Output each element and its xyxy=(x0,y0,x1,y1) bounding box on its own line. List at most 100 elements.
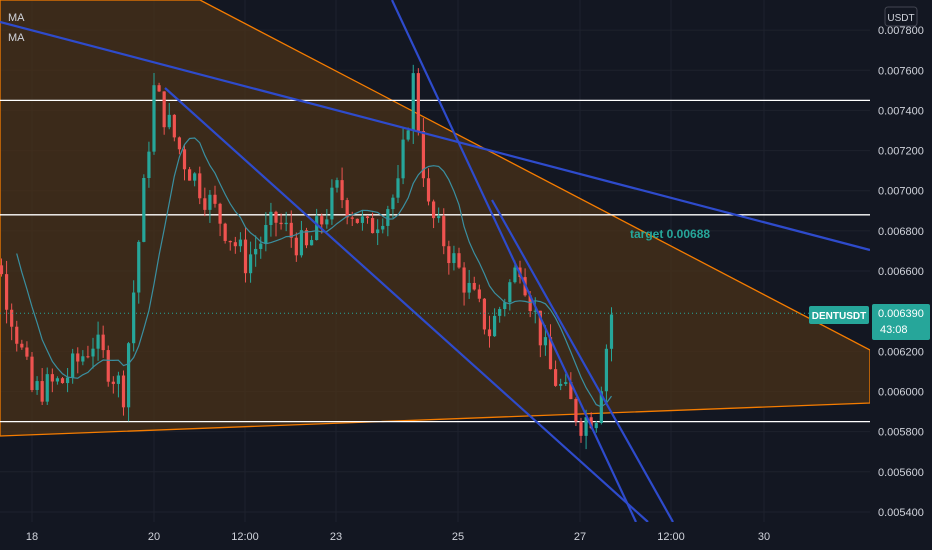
candle-body xyxy=(20,343,24,348)
candle-body xyxy=(447,246,451,264)
candle-body xyxy=(569,382,573,400)
price-axis xyxy=(870,0,932,550)
candle-body xyxy=(35,381,39,390)
candle-body xyxy=(177,137,182,150)
candle-body xyxy=(279,222,283,225)
candle-body xyxy=(416,73,420,131)
candle-body xyxy=(487,329,492,337)
x-tick-label: 23 xyxy=(330,531,342,543)
candle-body xyxy=(269,211,273,226)
candle-body xyxy=(498,309,502,316)
candle-body xyxy=(559,383,563,386)
candle-body xyxy=(594,423,598,429)
candle-body xyxy=(259,243,263,249)
y-tick-label: 0.006200 xyxy=(878,346,924,358)
candle-body xyxy=(76,353,80,362)
trendline xyxy=(164,87,649,523)
y-tick-label: 0.006800 xyxy=(878,226,924,238)
candle-body xyxy=(203,198,207,210)
candle-body xyxy=(330,187,334,220)
candle-body xyxy=(503,302,507,310)
candle-body xyxy=(345,200,349,218)
currency-box[interactable] xyxy=(884,6,918,27)
y-tick-label: 0.007200 xyxy=(878,146,924,158)
candle-body xyxy=(238,239,243,247)
candle-body xyxy=(167,114,171,128)
x-tick-label: 20 xyxy=(148,531,160,543)
candle-body xyxy=(40,381,44,402)
x-tick-label: 25 xyxy=(452,531,464,543)
candle-body xyxy=(533,310,537,312)
candle-body xyxy=(91,348,95,357)
candle-body xyxy=(243,239,248,274)
candle-body xyxy=(25,347,29,357)
candle-body xyxy=(101,334,105,351)
candle-body xyxy=(218,203,222,224)
candle-body xyxy=(401,139,405,179)
x-axis-labels: 18 20 12:00 23 25 27 12:00 30 xyxy=(26,531,770,543)
candle-body xyxy=(208,194,212,210)
ma-indicator-label[interactable]: MA xyxy=(8,12,25,24)
y-tick-label: 0.007000 xyxy=(878,186,924,198)
candle-body xyxy=(457,253,461,268)
candle-body xyxy=(60,378,65,384)
target-annotation: target 0.00688 xyxy=(630,227,710,241)
x-tick-label: 12:00 xyxy=(657,531,685,543)
candle-body xyxy=(411,73,415,131)
candle-body xyxy=(492,315,497,337)
candle-body xyxy=(553,369,558,386)
candle-body xyxy=(289,222,293,238)
candle-body xyxy=(111,381,115,384)
candle-body xyxy=(81,356,85,362)
candle-body xyxy=(564,382,568,384)
candle-body xyxy=(365,216,370,219)
y-tick-label: 0.005600 xyxy=(878,467,924,479)
candle-body xyxy=(386,209,390,226)
candle-body xyxy=(147,151,151,179)
candle-body xyxy=(142,178,146,242)
candle-body xyxy=(126,343,131,408)
candle-body xyxy=(482,298,487,330)
price-tag-value: 0.006390 xyxy=(878,308,924,320)
candle-body xyxy=(157,85,161,92)
candle-body xyxy=(71,353,75,378)
candle-body xyxy=(45,374,49,402)
candle-body xyxy=(437,216,441,219)
candle-body xyxy=(137,241,141,293)
candle-body xyxy=(579,421,583,436)
candle-body xyxy=(355,218,359,223)
y-tick-label: 0.007800 xyxy=(878,25,924,37)
candle-body xyxy=(294,237,298,256)
candle-body xyxy=(304,230,309,246)
currency-label[interactable]: USDT xyxy=(887,13,914,24)
candle-body xyxy=(55,378,60,382)
candle-body xyxy=(213,194,217,204)
symbol-tag xyxy=(809,306,869,324)
candle-body xyxy=(431,201,436,219)
candle-body xyxy=(381,225,385,230)
candle-body xyxy=(589,417,593,429)
candle-body xyxy=(233,242,237,247)
symbol-tag-text: DENTUSDT xyxy=(812,311,866,322)
candle-body xyxy=(584,417,588,436)
y-tick-label: 0.005800 xyxy=(878,427,924,439)
candle-body xyxy=(442,216,446,247)
candle-body xyxy=(508,282,512,303)
candle-body xyxy=(421,130,426,179)
trendline xyxy=(0,20,871,252)
ma-indicator-label[interactable]: MA xyxy=(8,32,25,44)
candle-body xyxy=(132,292,136,344)
candle-body xyxy=(284,222,288,225)
candle-body xyxy=(254,248,258,255)
candle-body xyxy=(462,267,466,293)
candle-body xyxy=(370,218,375,234)
candle-body xyxy=(543,337,548,346)
candle-body xyxy=(86,356,90,358)
candle-body xyxy=(162,91,166,128)
candle-body xyxy=(172,114,176,138)
moving-average-line xyxy=(16,137,612,408)
candle-body xyxy=(396,178,400,198)
candle-body xyxy=(335,180,339,188)
